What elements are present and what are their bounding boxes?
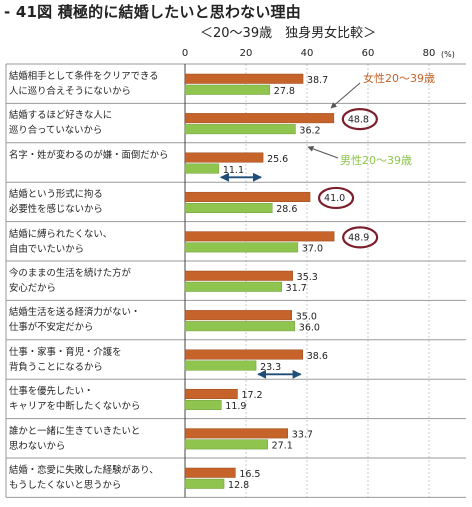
- bar-male: [184, 281, 282, 292]
- data-label-male: 36.2: [299, 125, 320, 136]
- data-label-female: 17.2: [241, 390, 262, 401]
- data-label-male: 36.0: [299, 322, 320, 333]
- bar-male: [184, 124, 296, 135]
- legend-male: 男性20～39歳: [340, 153, 412, 167]
- data-label-male: 23.3: [260, 362, 281, 373]
- category-label: 誰かと一緒に生きていきたいと 思わないから: [9, 425, 141, 452]
- axis-tick-label: 60: [362, 48, 375, 59]
- data-label-female: 35.0: [296, 311, 317, 322]
- category-label: 今のままの生活を続けた方が 安心だから: [9, 268, 131, 294]
- bar-male: [184, 321, 296, 332]
- emphasis-circle: [317, 186, 355, 210]
- legend-female-pointer: [330, 82, 361, 109]
- bar-female: [184, 270, 293, 281]
- category-label: 結婚・恋愛に失敗した経験があり、 もうしたくないと思うから: [9, 465, 159, 491]
- legend-male-pointer: [307, 146, 339, 159]
- data-label-female: 25.6: [267, 154, 288, 165]
- data-label-male: 27.8: [274, 86, 295, 97]
- bar-female: [184, 349, 303, 360]
- data-label-female: 41.0: [324, 193, 345, 204]
- data-label-male: 11.1: [223, 165, 244, 176]
- category-label: 結婚するほど好きな人に 巡り合っていないから: [9, 110, 113, 137]
- data-label-male: 31.7: [286, 283, 307, 294]
- emphasis-circle: [341, 108, 378, 131]
- bar-female: [184, 388, 238, 399]
- category-label: 結婚に縛られたくない、 自由でいたいから: [9, 228, 113, 255]
- data-label-female: 16.5: [239, 469, 260, 480]
- bar-female: [184, 467, 236, 478]
- category-label: 結婚という形式に拘る 必要性を感じないから: [9, 189, 103, 216]
- bar-male: [184, 202, 273, 213]
- data-label-male: 28.6: [276, 204, 297, 215]
- data-label-male: 11.9: [225, 401, 246, 412]
- chart-subtitle: ＜20～39歳 独身男女比較＞: [200, 26, 377, 41]
- bar-male: [184, 478, 225, 489]
- data-label-female: 48.9: [348, 233, 369, 244]
- data-label-male: 12.8: [228, 480, 249, 491]
- data-label-female: 38.6: [307, 351, 328, 362]
- bar-male: [184, 439, 268, 450]
- data-label-male: 27.1: [272, 441, 293, 452]
- bar-female: [184, 191, 311, 202]
- axis-tick-label: 20: [240, 48, 253, 59]
- bar-male: [184, 399, 222, 410]
- emphasis-circle: [342, 226, 379, 249]
- axis-tick-label: 0: [182, 48, 188, 59]
- bar-female: [184, 73, 304, 84]
- category-label: 仕事・家事・育児・介護を 背負うことになるから: [9, 346, 122, 373]
- bar-female: [184, 231, 335, 242]
- category-label: 結婚生活を送る経済力がない・ 仕事が不安定だから: [9, 307, 141, 334]
- category-label: 名字・姓が変わるのが嫌・面倒だから: [9, 149, 169, 161]
- axis-tick-label: 40: [301, 48, 314, 59]
- data-label-female: 35.3: [297, 272, 318, 283]
- category-label: 仕事を優先したい・ キャリアを中断したくないから: [9, 386, 141, 413]
- bar-female: [184, 310, 292, 321]
- legend-female: 女性20～39歳: [363, 71, 435, 85]
- bar-male: [184, 360, 257, 371]
- bar-male: [184, 242, 299, 253]
- data-label-female: 33.7: [292, 430, 313, 441]
- bar-female: [184, 152, 264, 163]
- data-label-male: 37.0: [302, 244, 323, 255]
- axis-tick-label: 80: [423, 48, 436, 59]
- axis-unit-label: (%): [441, 50, 455, 59]
- bar-female: [184, 428, 289, 439]
- data-label-female: 38.7: [307, 75, 328, 86]
- page-title: - 41図 積極的に結婚したいと思わない理由: [4, 3, 301, 21]
- bar-male: [184, 84, 271, 95]
- bar-male: [184, 163, 220, 174]
- bar-female: [184, 113, 335, 124]
- category-label: 結婚相手として条件をクリアできる 人に巡り合えそうにないから: [9, 71, 159, 97]
- data-label-female: 48.8: [348, 114, 369, 125]
